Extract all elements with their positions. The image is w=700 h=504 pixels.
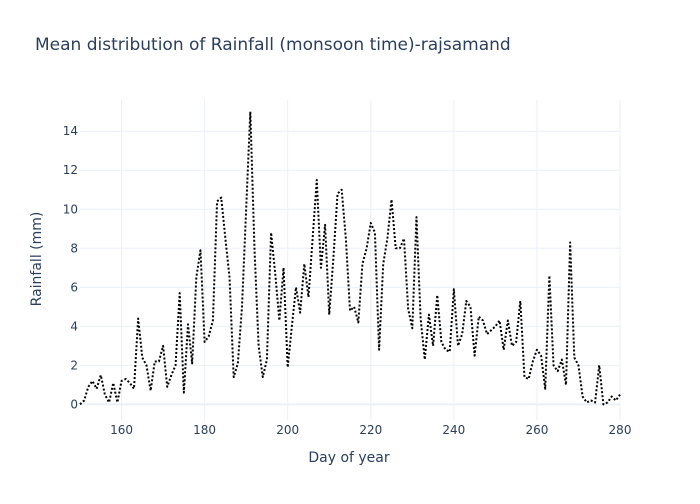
- y-axis-title: Rainfall (mm): [29, 212, 45, 307]
- y-tick-label: 6: [70, 280, 78, 294]
- chart-title: Mean distribution of Rainfall (monsoon t…: [35, 35, 511, 55]
- x-axis-title: Day of year: [308, 450, 390, 466]
- y-tick-label: 4: [70, 319, 78, 333]
- series-line: [79, 110, 621, 406]
- x-tick-label: 260: [525, 423, 548, 437]
- series: [79, 110, 621, 406]
- y-tick-label: 8: [70, 241, 78, 255]
- y-tick-label: 0: [70, 397, 78, 411]
- x-tick-label: 220: [359, 423, 382, 437]
- grid: [80, 100, 621, 420]
- y-tick-label: 12: [63, 163, 78, 177]
- y-tick-label: 2: [70, 358, 78, 372]
- x-tick-label: 200: [276, 423, 299, 437]
- y-tick-label: 14: [63, 124, 78, 138]
- tick-labels: 160 180 200 220 240 260 280 0 2 4 6 8 10 12 14: [63, 124, 632, 437]
- x-tick-label: 280: [609, 423, 632, 437]
- x-tick-label: 240: [442, 423, 465, 437]
- y-tick-label: 10: [63, 202, 78, 216]
- x-tick-label: 180: [193, 423, 216, 437]
- x-tick-label: 160: [110, 423, 133, 437]
